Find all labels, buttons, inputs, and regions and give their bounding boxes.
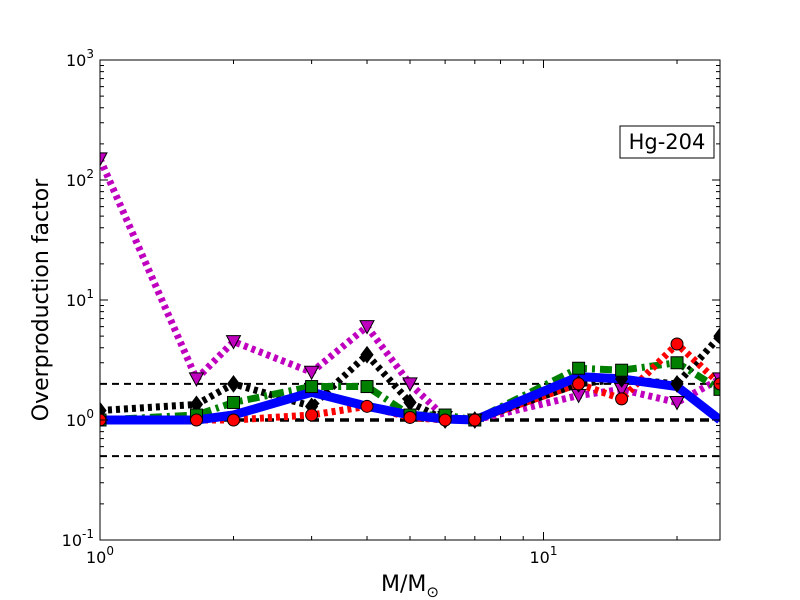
series-1-point-6 <box>438 413 452 427</box>
series-1-point-4 <box>360 399 374 413</box>
series-line-0 <box>100 372 720 425</box>
y-tick-label-2: 101 <box>66 287 94 310</box>
series-1-point-9 <box>615 392 629 406</box>
x-tick-label-0: 100 <box>86 544 114 567</box>
series-1-point-8 <box>572 377 586 391</box>
series-4-point-0 <box>100 152 108 167</box>
annotation-label: Hg-204 <box>629 130 706 154</box>
x-tick-label-1: 101 <box>530 544 558 567</box>
series-4-point-2 <box>225 335 242 350</box>
series-4-point-3 <box>303 365 320 381</box>
series-2-point-10 <box>670 356 684 370</box>
plot-background <box>100 60 720 540</box>
plot-frame <box>99 59 721 541</box>
series-3-point-2 <box>226 375 241 393</box>
series-2-point-2 <box>227 395 241 409</box>
series-4-point-5 <box>402 377 418 392</box>
y-tick-label-0: 10-1 <box>62 527 94 550</box>
series-1-point-5 <box>403 410 417 424</box>
series-2-point-3 <box>305 380 319 394</box>
series-line-4 <box>100 157 720 424</box>
series-1-point-3 <box>305 408 319 422</box>
series-3-point-10 <box>670 375 684 393</box>
series-1-point-10 <box>670 337 684 351</box>
series-2-point-4 <box>360 380 374 394</box>
series-1-point-1 <box>189 413 203 427</box>
y-tick-label-4: 103 <box>66 47 94 70</box>
series-4-point-1 <box>188 372 205 387</box>
y-tick-label-3: 102 <box>66 167 94 190</box>
x-axis-title: M/M⊙ <box>381 572 439 600</box>
x-axis-title-main: M/M <box>381 572 426 597</box>
x-axis-title-subscript: ⊙ <box>426 583 439 600</box>
series-1-point-7 <box>468 413 482 427</box>
y-tick-label-1: 100 <box>66 407 94 430</box>
y-axis-title: Overproduction factor <box>29 178 54 421</box>
series-1-point-2 <box>227 413 241 427</box>
series-2-point-9 <box>615 363 629 377</box>
series-4-point-10 <box>669 395 685 411</box>
annotation-box: Hg-204 <box>619 125 715 159</box>
series-4-point-4 <box>359 320 375 335</box>
series-2-point-8 <box>572 361 586 375</box>
series-line-3 <box>100 333 720 424</box>
series-3-point-4 <box>360 345 374 364</box>
